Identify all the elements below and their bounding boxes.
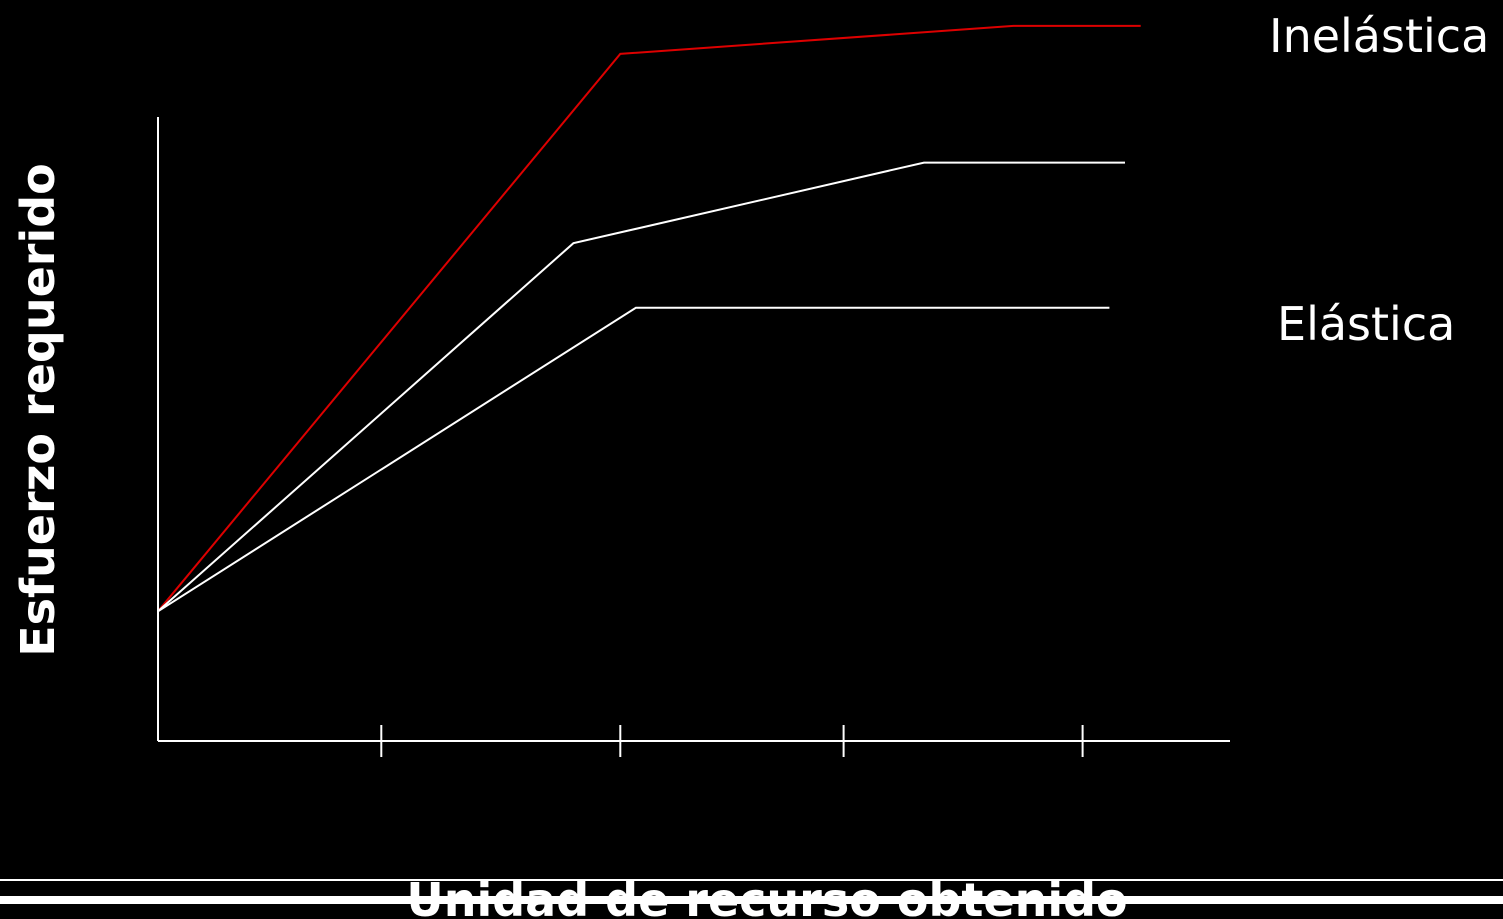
series-line-elastic: [157, 306, 1110, 613]
series-line-intermediate: [157, 161, 1125, 613]
series-label-inelastic: Inelástica: [1269, 9, 1489, 63]
footer-rule-thick: [0, 896, 1503, 904]
axes: [157, 117, 1230, 742]
series-lines: [157, 24, 1141, 613]
x-axis-ticks: [380, 725, 1084, 757]
series-line-inelastic: [157, 24, 1141, 612]
y-axis-title: Esfuerzo requerido: [11, 163, 65, 657]
footer-rule-thin: [0, 879, 1503, 881]
series-label-elastic: Elástica: [1277, 297, 1455, 351]
